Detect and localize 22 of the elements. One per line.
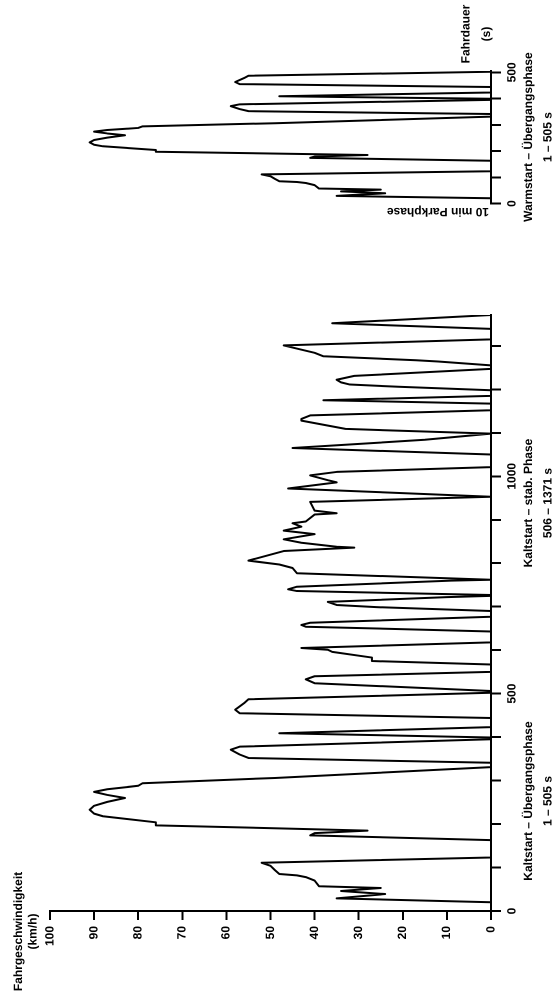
y-axis-title: Fahrdauer (s) xyxy=(458,4,493,64)
x-tick-label: 20 xyxy=(395,926,410,940)
y-tick-label: 0 xyxy=(504,200,518,207)
x-tick-label: 70 xyxy=(174,926,189,940)
x-tick-label: 50 xyxy=(262,926,277,940)
text: Kaltstart – Übergangsphase 1 – 505 s xyxy=(520,721,554,881)
x-tick-label: 60 xyxy=(218,926,233,940)
text: Fahrgeschwindigkeit (km/h) xyxy=(10,872,40,992)
x-tick-label: 80 xyxy=(130,926,145,940)
x-tick-label: 10 xyxy=(439,926,454,940)
text: 10 min Parkphase xyxy=(386,205,489,220)
text: Kaltstart – stab. Phase 506 – 1371 s xyxy=(520,438,554,568)
x-tick-label: 30 xyxy=(351,926,366,940)
x-tick-label: 90 xyxy=(86,926,100,940)
x-tick-label: 0 xyxy=(483,926,498,933)
text: Warmstart – Übergangsphase 1 – 505 s xyxy=(520,52,554,222)
y-tick-label: 500 xyxy=(504,683,518,704)
x-tick-label: 100 xyxy=(42,926,56,946)
y-tick-label: 0 xyxy=(504,907,518,914)
y-tick-label: 500 xyxy=(504,62,518,82)
x-tick-label: 40 xyxy=(306,926,321,940)
y-tick-label: 1000 xyxy=(504,462,518,490)
